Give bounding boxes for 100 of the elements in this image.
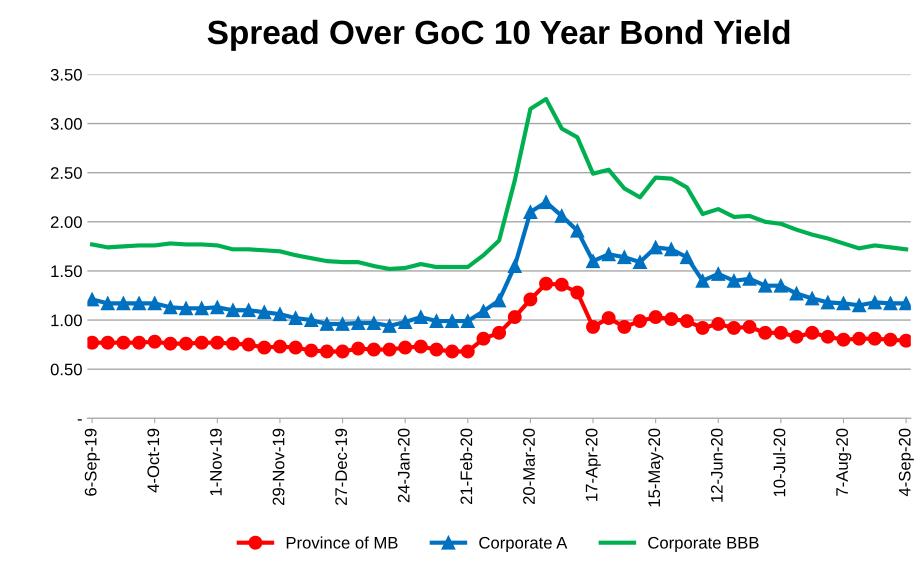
point [602,311,616,326]
x-tick-label: 4-Sep-20 [898,428,914,496]
point [554,278,569,292]
x-tick-label: 29-Nov-19 [272,428,284,505]
point [430,314,444,328]
point [476,332,490,346]
point [508,310,522,324]
point [148,296,162,310]
point [273,340,287,354]
point [257,340,272,355]
point [304,344,318,358]
point [648,240,663,254]
point [351,316,366,330]
point [586,254,600,268]
x-tick-label: 7-Aug-20 [836,428,852,496]
point [226,303,240,318]
point [163,300,178,314]
point [523,292,538,306]
x-tick-label: 21-Feb-20 [460,428,472,504]
y-tick-label: - [78,419,82,421]
point [617,320,632,334]
point [288,340,303,355]
point [648,310,663,324]
point [445,344,460,358]
point [445,314,460,328]
point [336,317,350,331]
point [664,242,678,256]
point [742,320,757,334]
point [242,303,256,318]
point [539,195,554,210]
point [820,295,835,310]
point [633,255,647,270]
point [570,224,584,238]
point [476,304,490,318]
point [194,336,209,350]
point [836,296,850,310]
point [758,278,772,293]
x-tick-label: 20-Mar-20 [523,428,535,504]
point [711,266,726,281]
point [320,317,334,331]
point [179,301,193,316]
point [664,312,678,326]
legend-label: Corporate A [479,536,568,552]
y-tick-label: 3.50 [50,68,82,81]
point [320,344,334,358]
point [116,296,130,310]
point [633,314,647,328]
point [508,259,522,273]
point [742,272,757,286]
point [852,298,866,312]
point [868,332,882,346]
point [492,293,506,308]
x-tick-label: 24-Jan-20 [398,428,410,502]
y-tick-label: 1.00 [51,314,82,326]
chart-title: Spread Over GoC 10 Year Bond Yield [208,20,790,51]
point [805,292,820,306]
x-tick-label: 15-May-20 [648,428,664,506]
point [336,344,350,358]
point [398,340,412,355]
point [774,278,788,293]
point [774,326,788,340]
point [242,338,256,352]
point [726,320,741,335]
point [382,342,396,356]
legend-label: Province of MB [286,536,398,549]
point [132,336,146,350]
point [304,313,318,328]
point [148,334,162,349]
point [790,286,804,300]
point [210,336,224,350]
point [257,305,272,320]
point [414,310,428,324]
x-tick-label: 10-Jul-20 [773,428,786,496]
point [711,317,726,331]
point [100,336,115,350]
point [210,300,224,314]
point [100,296,115,310]
x-tick-label: 1-Nov-19 [210,428,222,496]
point [696,320,710,335]
y-tick-label: 2.00 [50,216,82,228]
point [194,301,209,316]
point [586,320,600,334]
x-tick-label: 17-Apr-20 [586,428,601,501]
y-tick-label: 0.50 [50,364,82,376]
point [351,342,366,356]
point [836,332,850,347]
point [226,336,240,351]
point [460,314,475,328]
point [163,336,178,351]
point [617,250,632,264]
x-tick-label: 12-Jun-20 [710,428,723,502]
point [366,316,381,330]
line-series [90,96,908,272]
x-tick-label: 27-Dec-19 [335,428,348,505]
point [602,247,616,262]
point [790,330,804,344]
point [680,314,694,328]
point [554,208,569,223]
point [288,311,303,326]
point [805,326,820,340]
